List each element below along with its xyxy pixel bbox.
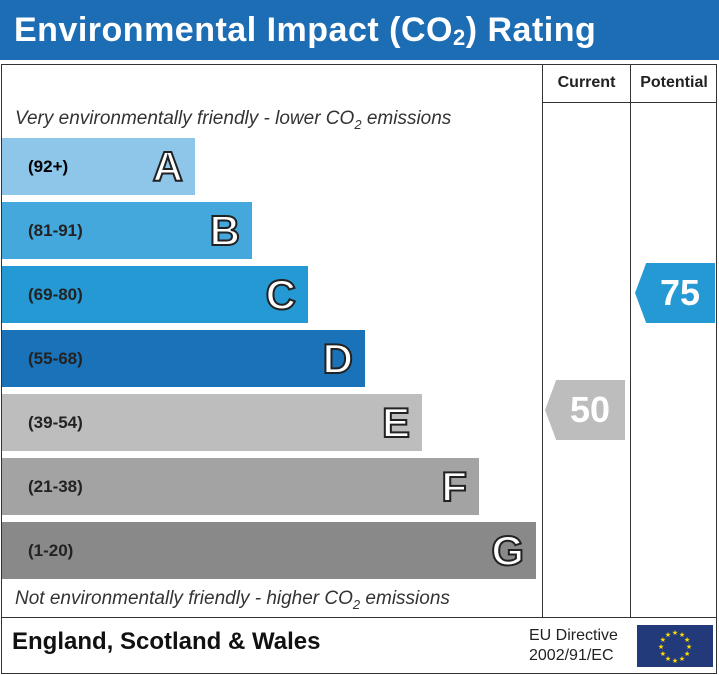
- eu-directive: EU Directive 2002/91/EC: [529, 626, 618, 666]
- current-value: 50: [569, 389, 611, 430]
- band-range: (1-20): [28, 541, 74, 560]
- bottom-note: Not environmentally friendly - higher CO…: [15, 588, 450, 612]
- band-bar-g: (1-20) G: [2, 522, 536, 579]
- chart-frame: [1, 64, 717, 674]
- band-range: (21-38): [28, 477, 83, 496]
- star-icon: ★: [665, 655, 671, 663]
- header-divider: [542, 102, 717, 103]
- current-rating-arrow: 50: [545, 380, 625, 440]
- title-text: Environmental Impact (CO: [14, 11, 453, 49]
- band-letter: E: [381, 398, 411, 447]
- column-divider: [542, 64, 543, 617]
- band-bar-f: (21-38) F: [2, 458, 479, 515]
- band-letter: F: [440, 462, 468, 511]
- note-text: Not environmentally friendly - higher CO: [15, 588, 353, 609]
- directive-line1: EU Directive: [529, 627, 618, 644]
- band-range: (55-68): [28, 349, 83, 368]
- band-bar-d: (55-68) D: [2, 330, 365, 387]
- band-letter: C: [265, 270, 297, 319]
- band-letter: G: [490, 526, 525, 575]
- note-text: emissions: [361, 108, 452, 129]
- title-end: ) Rating: [465, 11, 597, 49]
- star-icon: ★: [684, 636, 690, 644]
- star-icon: ★: [684, 650, 690, 658]
- star-icon: ★: [686, 643, 692, 651]
- potential-rating-arrow: 75: [635, 263, 715, 323]
- chart-title: Environmental Impact (CO2) Rating: [0, 0, 719, 60]
- title-subscript: 2: [452, 25, 466, 50]
- band-bar-b: (81-91) B: [2, 202, 252, 259]
- potential-value: 75: [659, 272, 701, 313]
- note-sub: 2: [354, 116, 362, 132]
- band-bar-c: (69-80) C: [2, 266, 308, 323]
- band-bar-a: (92+) A: [2, 138, 195, 195]
- top-note: Very environmentally friendly - lower CO…: [15, 108, 451, 132]
- band-letter: B: [209, 206, 241, 255]
- band-range: (69-80): [28, 285, 83, 304]
- star-icon: ★: [672, 629, 678, 637]
- footer-divider: [1, 617, 717, 618]
- star-icon: ★: [660, 636, 666, 644]
- star-icon: ★: [665, 631, 671, 639]
- star-icon: ★: [658, 643, 664, 651]
- band-bar-e: (39-54) E: [2, 394, 422, 451]
- column-divider: [630, 64, 631, 617]
- star-icon: ★: [672, 657, 678, 665]
- band-range: (39-54): [28, 413, 83, 432]
- country-label: England, Scotland & Wales: [12, 628, 321, 655]
- note-sub: 2: [352, 596, 361, 612]
- star-icon: ★: [679, 655, 685, 663]
- note-text: Very environmentally friendly - lower CO: [15, 108, 355, 129]
- column-header-current: Current: [557, 74, 616, 91]
- directive-line2: 2002/91/EC: [529, 647, 614, 664]
- band-letter: D: [322, 334, 354, 383]
- star-icon: ★: [679, 631, 685, 639]
- note-text: emissions: [360, 588, 450, 609]
- eu-flag-icon: ★ ★★★★★★★★★★★: [637, 625, 713, 667]
- star-icon: ★: [660, 650, 666, 658]
- band-range: (92+): [28, 157, 69, 176]
- band-range: (81-91): [28, 221, 83, 240]
- column-header-potential: Potential: [640, 74, 708, 91]
- band-letter: A: [152, 142, 184, 191]
